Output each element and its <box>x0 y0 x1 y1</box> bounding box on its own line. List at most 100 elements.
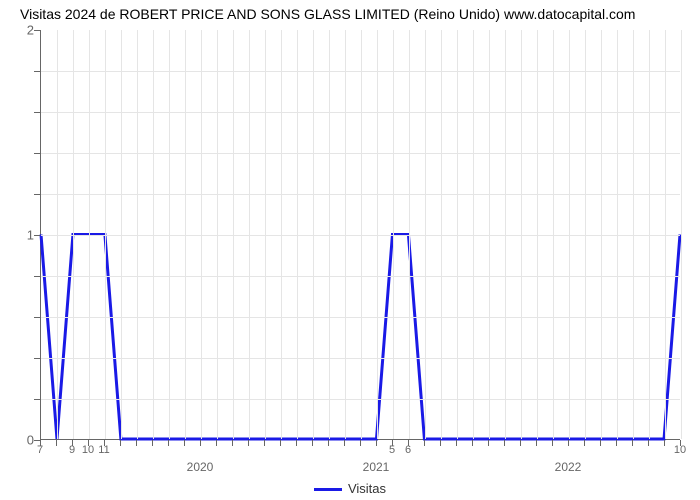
xtick-label: 9 <box>69 444 75 456</box>
xtick-mark <box>536 440 537 446</box>
ytick-mark <box>34 153 40 154</box>
ytick-mark <box>34 30 40 31</box>
xtick-mark <box>520 440 521 446</box>
xtick-mark <box>344 440 345 446</box>
grid-v <box>105 30 106 439</box>
grid-v <box>297 30 298 439</box>
grid-v <box>649 30 650 439</box>
chart-title: Visitas 2024 de ROBERT PRICE AND SONS GL… <box>20 6 635 22</box>
xtick-mark <box>488 440 489 446</box>
legend-swatch <box>314 488 342 491</box>
xtick-mark <box>440 440 441 446</box>
xtick-label: 6 <box>405 444 411 456</box>
xtick-mark <box>360 440 361 446</box>
grid-v <box>281 30 282 439</box>
grid-v <box>489 30 490 439</box>
grid-v <box>409 30 410 439</box>
xtick-mark <box>376 440 377 446</box>
ytick-mark <box>34 317 40 318</box>
grid-v <box>73 30 74 439</box>
xtick-mark <box>648 440 649 446</box>
grid-v <box>169 30 170 439</box>
xtick-mark <box>568 440 569 446</box>
xtick-mark <box>216 440 217 446</box>
xtick-mark <box>664 440 665 446</box>
ytick-mark <box>34 235 40 236</box>
ytick-mark <box>34 276 40 277</box>
grid-v <box>217 30 218 439</box>
ytick-label: 1 <box>6 228 34 243</box>
x-year-label: 2020 <box>187 460 214 474</box>
xtick-mark <box>136 440 137 446</box>
grid-v <box>153 30 154 439</box>
xtick-label: 10 <box>674 444 686 456</box>
ytick-mark <box>34 71 40 72</box>
grid-v <box>233 30 234 439</box>
grid-v <box>329 30 330 439</box>
xtick-mark <box>168 440 169 446</box>
xtick-mark <box>632 440 633 446</box>
grid-v <box>89 30 90 439</box>
grid-v <box>473 30 474 439</box>
legend-label: Visitas <box>348 481 386 496</box>
grid-v <box>521 30 522 439</box>
xtick-mark <box>248 440 249 446</box>
grid-v <box>505 30 506 439</box>
x-year-label: 2022 <box>555 460 582 474</box>
xtick-mark <box>584 440 585 446</box>
xtick-label: 5 <box>389 444 395 456</box>
grid-v <box>425 30 426 439</box>
grid-v <box>457 30 458 439</box>
xtick-mark <box>232 440 233 446</box>
xtick-mark <box>472 440 473 446</box>
ytick-mark <box>34 358 40 359</box>
grid-v <box>361 30 362 439</box>
xtick-mark <box>456 440 457 446</box>
xtick-mark <box>200 440 201 446</box>
ytick-label: 0 <box>6 433 34 448</box>
xtick-mark <box>600 440 601 446</box>
xtick-mark <box>312 440 313 446</box>
chart-plot-area <box>40 30 680 440</box>
grid-v <box>249 30 250 439</box>
ytick-mark <box>34 112 40 113</box>
xtick-mark <box>328 440 329 446</box>
grid-v <box>345 30 346 439</box>
ytick-mark <box>34 399 40 400</box>
xtick-label: 10 <box>82 444 94 456</box>
chart-legend: Visitas <box>0 481 700 496</box>
grid-v <box>441 30 442 439</box>
grid-v <box>585 30 586 439</box>
grid-v <box>537 30 538 439</box>
ytick-mark <box>34 194 40 195</box>
grid-v <box>185 30 186 439</box>
xtick-mark <box>296 440 297 446</box>
grid-v <box>681 30 682 439</box>
grid-v <box>265 30 266 439</box>
xtick-mark <box>120 440 121 446</box>
grid-v <box>393 30 394 439</box>
xtick-mark <box>424 440 425 446</box>
xtick-mark <box>152 440 153 446</box>
xtick-mark <box>616 440 617 446</box>
grid-v <box>201 30 202 439</box>
grid-v <box>665 30 666 439</box>
ytick-label: 2 <box>6 23 34 38</box>
xtick-mark <box>264 440 265 446</box>
xtick-mark <box>184 440 185 446</box>
grid-v <box>569 30 570 439</box>
grid-v <box>553 30 554 439</box>
xtick-label: 11 <box>98 444 109 456</box>
grid-v <box>121 30 122 439</box>
xtick-mark <box>56 440 57 446</box>
xtick-label: 7 <box>37 444 43 456</box>
grid-v <box>137 30 138 439</box>
grid-v <box>57 30 58 439</box>
xtick-mark <box>552 440 553 446</box>
x-year-label: 2021 <box>363 460 390 474</box>
grid-v <box>633 30 634 439</box>
grid-v <box>601 30 602 439</box>
xtick-mark <box>504 440 505 446</box>
grid-v <box>313 30 314 439</box>
grid-v <box>377 30 378 439</box>
